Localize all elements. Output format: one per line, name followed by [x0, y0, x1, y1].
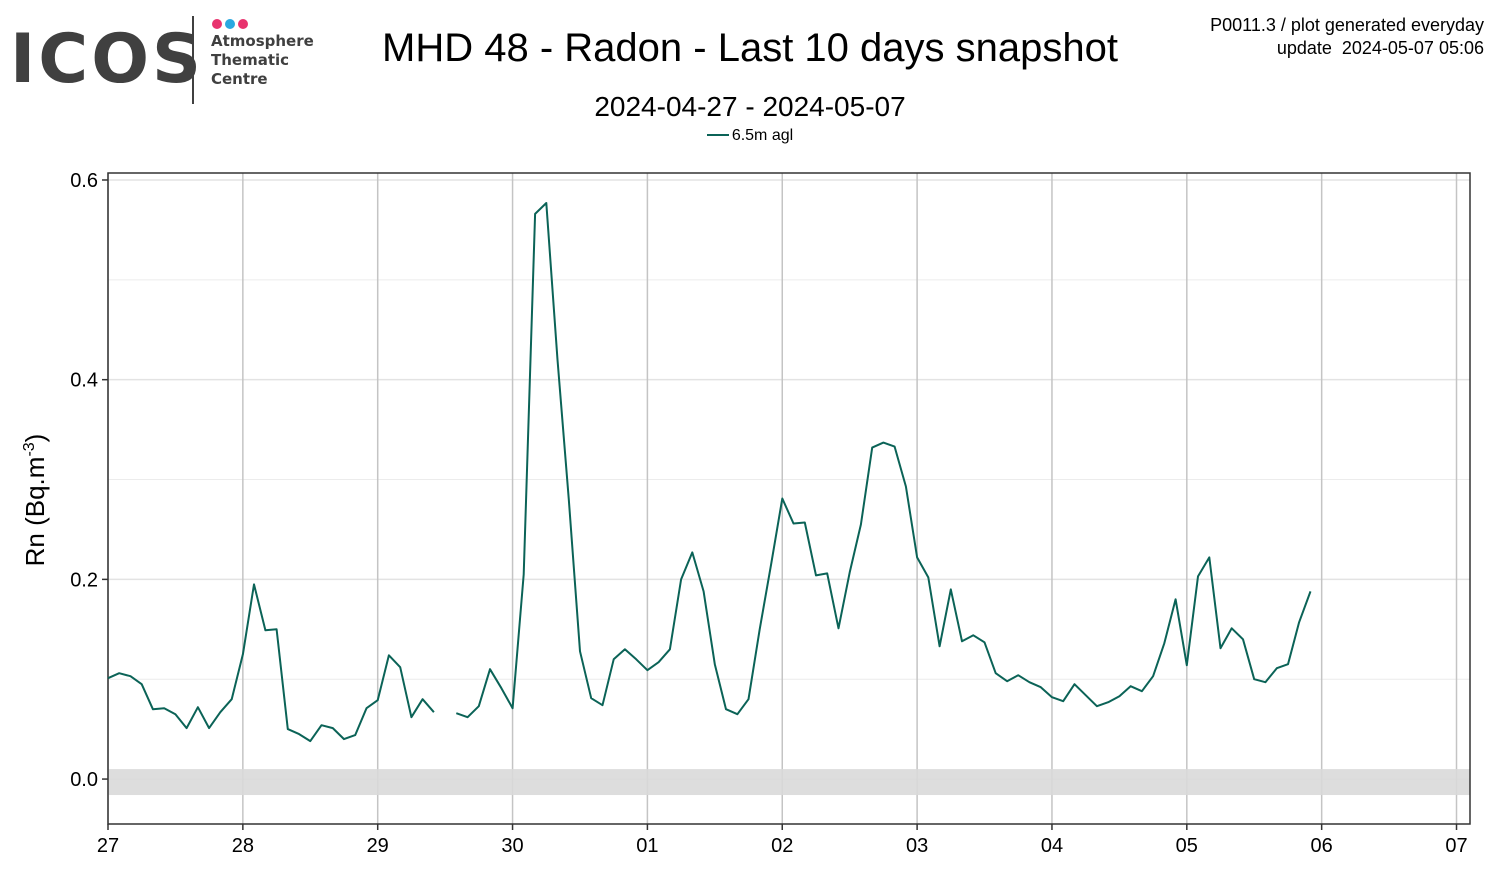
zero-band	[108, 769, 1470, 796]
x-tick-label: 01	[636, 835, 658, 857]
logo-dots	[212, 16, 251, 29]
logo-separator	[192, 16, 194, 104]
y-tick-label: 0.2	[70, 569, 98, 591]
plot-info-line-2: update 2024-05-07 05:06	[1276, 38, 1484, 58]
legend-label: 6.5m agl	[731, 127, 794, 144]
plot-border	[107, 172, 1471, 825]
logo-subtitle: Atmosphere Thematic Centre	[211, 32, 314, 89]
legend: 6.5m agl	[600, 126, 900, 146]
plot-info: P0011.3 / plot generated everyday update…	[1210, 14, 1484, 60]
y-tick-label: 0.0	[70, 769, 98, 791]
x-tick-label: 04	[1041, 835, 1063, 857]
icos-logo: ICOS Atmosphere Thematic Centre	[10, 14, 340, 106]
x-tick-label: 07	[1445, 835, 1467, 857]
x-tick-label: 05	[1176, 835, 1198, 857]
y-axis-label: Rn (Bq.m-3)	[20, 434, 50, 567]
x-tick-label: 03	[906, 835, 928, 857]
chart-title: MHD 48 - Radon - Last 10 days snapshot	[382, 26, 1118, 70]
x-tick-label: 30	[501, 835, 523, 857]
chart-subtitle: 2024-04-27 - 2024-05-07	[594, 91, 906, 122]
logo-dot-1	[212, 19, 222, 29]
x-tick-label: 06	[1311, 835, 1333, 857]
y-axis-label-close: )	[20, 434, 50, 443]
plot-info-line-1: P0011.3 / plot generated everyday	[1210, 15, 1484, 35]
y-tick-label: 0.4	[70, 370, 98, 392]
logo-dot-3	[238, 19, 248, 29]
x-tick-label: 28	[232, 835, 254, 857]
x-tick-label: 29	[367, 835, 389, 857]
logo-dot-2	[225, 19, 235, 29]
series-line	[107, 583, 435, 743]
x-tick-label: 27	[97, 835, 119, 857]
logo-wordmark: ICOS	[10, 20, 204, 99]
y-axis-label-main: Rn (Bq.m	[20, 457, 50, 567]
y-axis-label-exponent: -3	[21, 442, 38, 456]
logo-sub-line-1: Atmosphere	[211, 32, 314, 50]
y-tick-label: 0.6	[70, 170, 98, 192]
series-line	[455, 202, 1312, 719]
logo-sub-line-3: Centre	[211, 70, 268, 88]
legend-swatch	[706, 133, 729, 136]
x-tick-label: 02	[771, 835, 793, 857]
logo-sub-line-2: Thematic	[211, 51, 290, 69]
